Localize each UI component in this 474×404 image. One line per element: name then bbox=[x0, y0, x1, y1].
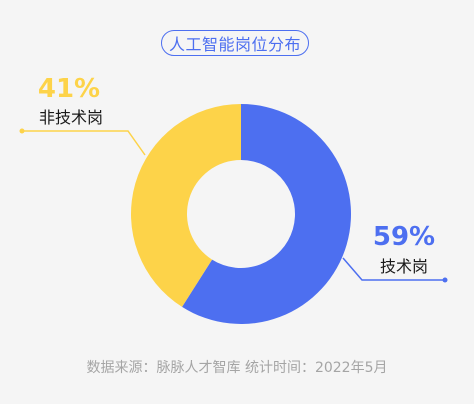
callout-line-technical bbox=[342, 257, 445, 281]
category-label-nontechnical: 非技术岗 bbox=[39, 108, 103, 127]
value-label-nontechnical: 41% bbox=[38, 74, 100, 104]
callout-nontechnical bbox=[19, 128, 146, 156]
callout-dot-nontechnical bbox=[19, 128, 25, 134]
callout-line-nontechnical bbox=[22, 130, 146, 156]
donut-slices bbox=[131, 104, 352, 324]
data-source-note: 数据来源：脉脉人才智库 统计时间：2022年5月 bbox=[86, 360, 388, 376]
slice-nontechnical bbox=[131, 104, 241, 307]
slice-technical bbox=[182, 104, 352, 324]
value-label-technical: 59% bbox=[373, 222, 435, 252]
callout-technical bbox=[342, 257, 448, 283]
chart-title: 人工智能岗位分布 bbox=[161, 30, 309, 56]
callout-dot-technical bbox=[442, 277, 448, 283]
category-label-technical: 技术岗 bbox=[380, 257, 428, 276]
